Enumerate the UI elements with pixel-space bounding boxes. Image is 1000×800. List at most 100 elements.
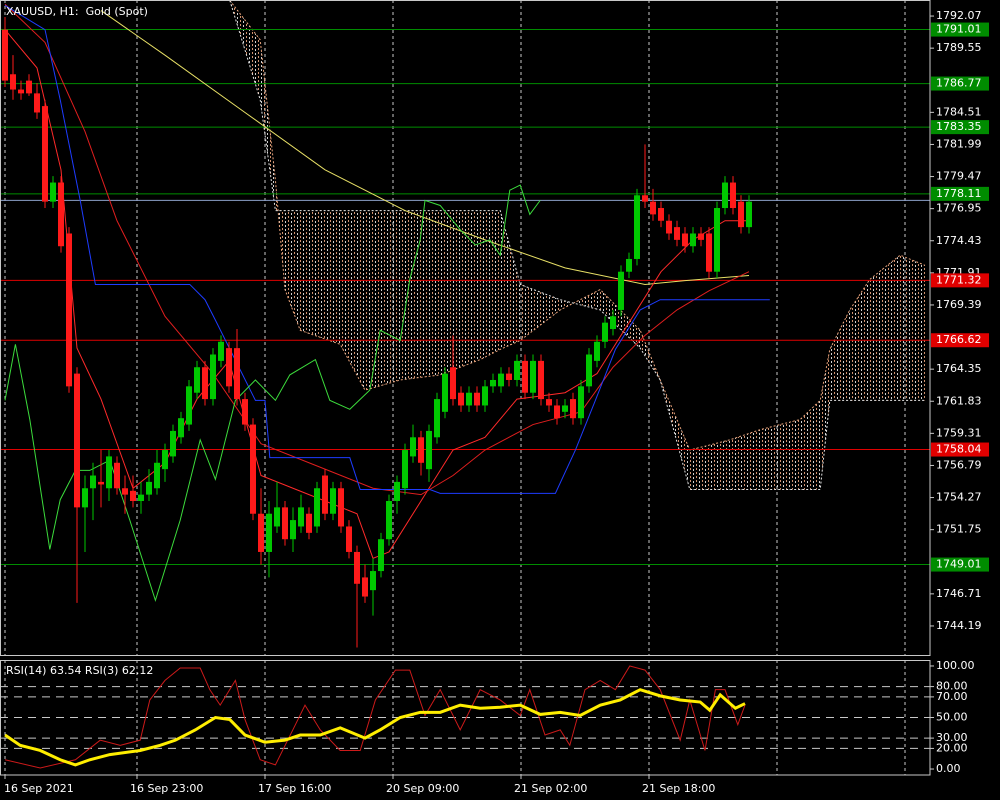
candle-body [418,437,424,463]
candle-body [506,373,512,380]
level-label-box [931,76,989,91]
rsi-y-tick-label: 20.00 [936,741,968,754]
rsi-frame [0,660,931,776]
candle-body [138,494,144,501]
candle-body [722,182,728,209]
candle-body [626,258,632,272]
rsi-y-tick-label: 100.00 [936,659,975,672]
candle-body [578,386,584,419]
x-tick-label: 17 Sep 16:00 [258,782,331,795]
y-tick-label: 1756.79 [936,458,982,471]
candle-body [242,399,248,425]
candle-body [522,360,528,393]
candle-body [546,399,552,406]
candle-body [306,513,312,533]
level-label: 1778.11 [936,187,982,200]
candle-body [386,500,392,540]
candle-body [562,405,568,412]
y-tick-label: 1761.83 [936,394,982,407]
level-label: 1783.35 [936,120,982,133]
x-tick-label: 16 Sep 23:00 [130,782,203,795]
level-label-box [931,273,989,288]
candle-body [698,233,704,240]
candle-body [394,481,400,501]
candle-body [154,462,160,489]
level-label-box [931,333,989,348]
candle-body [26,80,32,94]
candle-body [338,488,344,527]
candle-body [514,360,520,380]
candle-body [210,354,216,400]
y-tick-label: 1744.19 [936,619,982,632]
candle-body [554,405,560,419]
x-tick-label: 20 Sep 09:00 [386,782,459,795]
candle-body [410,437,416,457]
candle-body [610,316,616,330]
candle-body [690,233,696,247]
candle-body [466,392,472,406]
candle-body [194,367,200,393]
y-tick-label: 1774.43 [936,234,982,247]
rsi-title: RSI(14) 63.54 RSI(3) 62.12 [6,664,153,677]
candle-body [66,233,72,387]
indicator-line [100,10,750,285]
candle-body [666,220,672,234]
rsi-y-tick-label: 70.00 [936,690,968,703]
main-panel [0,0,930,655]
candle-body [490,379,496,387]
chart-title: XAUUSD, H1: Gold (Spot) [6,5,148,18]
candle-body [682,233,688,247]
level-label-box [931,186,989,201]
cloud-fill [229,0,926,490]
main-frame [0,0,931,656]
y-tick-label: 1754.27 [936,491,982,504]
candle-body [18,89,24,94]
rsi-y-tick-label: 0.00 [936,762,961,775]
candle-body [706,233,712,272]
candle-body [202,367,208,400]
rsi-panel [0,660,930,775]
indicator-line [4,5,770,494]
candle-body [274,507,280,527]
y-tick-label: 1776.95 [936,202,982,215]
level-label: 1749.01 [936,558,982,571]
candle-body [530,360,536,393]
candle-body [170,430,176,457]
candle-body [474,392,480,406]
candle-body [266,513,272,552]
candle-body [234,348,240,400]
x-tick-label: 21 Sep 18:00 [642,782,715,795]
y-tick-label: 1751.75 [936,523,982,536]
candle-body [434,399,440,438]
rsi-y-tick-label: 80.00 [936,680,968,693]
candle-body [658,208,664,221]
candle-body [290,520,296,540]
candle-body [634,195,640,259]
candle-body [130,490,136,501]
level-label: 1758.04 [936,443,982,456]
level-label-box [931,557,989,572]
y-tick-label: 1781.99 [936,137,982,150]
candle-body [378,539,384,572]
candle-body [2,29,8,81]
candle-body [714,208,720,272]
candle-body [570,399,576,419]
candle-body [226,348,232,387]
candle-body [282,507,288,540]
candle-body [346,526,352,552]
candle-body [450,367,456,400]
candle-body [322,475,328,514]
candle-body [602,322,608,342]
candle-body [114,462,120,489]
rsi-line [4,665,746,769]
candle-body [370,571,376,591]
indicator-line [4,29,749,559]
candle-body [642,195,648,202]
candle-body [362,577,368,597]
y-tick-label: 1792.07 [936,9,982,22]
candle-body [314,488,320,527]
level-label: 1766.62 [936,333,982,346]
candle-body [586,354,592,387]
